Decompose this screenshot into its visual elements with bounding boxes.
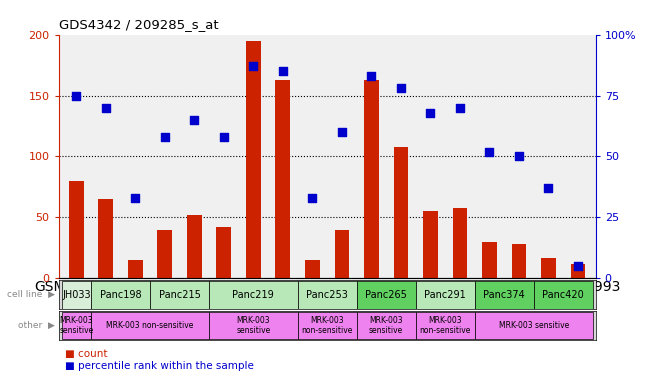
Bar [69, 181, 84, 278]
Bar [98, 199, 113, 278]
Point [101, 105, 111, 111]
Bar [62, 312, 91, 339]
Text: MRK-003
sensitive: MRK-003 sensitive [369, 316, 403, 335]
Bar [187, 215, 202, 278]
Bar [91, 312, 209, 339]
Point [454, 105, 465, 111]
Text: Panc215: Panc215 [159, 290, 201, 300]
Text: other  ▶: other ▶ [18, 321, 55, 330]
Bar [298, 312, 357, 339]
Bar [209, 281, 298, 309]
Bar [158, 230, 173, 278]
Bar [128, 260, 143, 278]
Text: Panc374: Panc374 [483, 290, 525, 300]
Point [71, 93, 81, 99]
Point [248, 63, 258, 70]
Bar [475, 312, 592, 339]
Bar [62, 281, 91, 309]
Bar [364, 79, 379, 278]
Bar [150, 281, 209, 309]
Bar [275, 79, 290, 278]
Bar [91, 281, 150, 309]
Bar [423, 211, 437, 278]
Bar [357, 312, 415, 339]
Bar [482, 242, 497, 278]
Bar [415, 312, 475, 339]
Bar [534, 281, 592, 309]
Text: GDS4342 / 209285_s_at: GDS4342 / 209285_s_at [59, 18, 218, 31]
Point [130, 195, 141, 201]
Text: MRK-003
non-sensitive: MRK-003 non-sensitive [301, 316, 353, 335]
Point [159, 134, 170, 140]
Text: Panc198: Panc198 [100, 290, 141, 300]
Bar [452, 208, 467, 278]
Point [189, 117, 200, 123]
Bar [541, 258, 556, 278]
Point [366, 73, 376, 79]
Point [425, 109, 436, 116]
Bar [298, 281, 357, 309]
Bar [415, 281, 475, 309]
Point [337, 129, 347, 135]
Point [573, 263, 583, 269]
Bar [357, 281, 415, 309]
Text: MRK-003 sensitive: MRK-003 sensitive [499, 321, 569, 330]
Text: Panc219: Panc219 [232, 290, 274, 300]
Bar [246, 41, 261, 278]
Point [307, 195, 318, 201]
Text: Panc265: Panc265 [365, 290, 407, 300]
Bar [305, 260, 320, 278]
Text: JH033: JH033 [62, 290, 90, 300]
Point [484, 149, 495, 155]
Text: ■ percentile rank within the sample: ■ percentile rank within the sample [65, 361, 254, 371]
Point [514, 154, 524, 160]
Text: cell line  ▶: cell line ▶ [7, 290, 55, 299]
Text: MRK-003
non-sensitive: MRK-003 non-sensitive [419, 316, 471, 335]
Text: MRK-003 non-sensitive: MRK-003 non-sensitive [106, 321, 194, 330]
Point [219, 134, 229, 140]
Text: MRK-003
sensitive: MRK-003 sensitive [236, 316, 270, 335]
Text: ■ count: ■ count [65, 349, 107, 359]
Bar [475, 281, 534, 309]
Bar [512, 244, 526, 278]
Text: Panc253: Panc253 [306, 290, 348, 300]
Point [396, 85, 406, 91]
Point [543, 185, 553, 191]
Bar [393, 147, 408, 278]
Text: Panc291: Panc291 [424, 290, 466, 300]
Bar [217, 227, 231, 278]
Bar [209, 312, 298, 339]
Bar [570, 264, 585, 278]
Point [278, 68, 288, 74]
Text: MRK-003
sensitive: MRK-003 sensitive [59, 316, 94, 335]
Text: Panc420: Panc420 [542, 290, 584, 300]
Bar [335, 230, 349, 278]
